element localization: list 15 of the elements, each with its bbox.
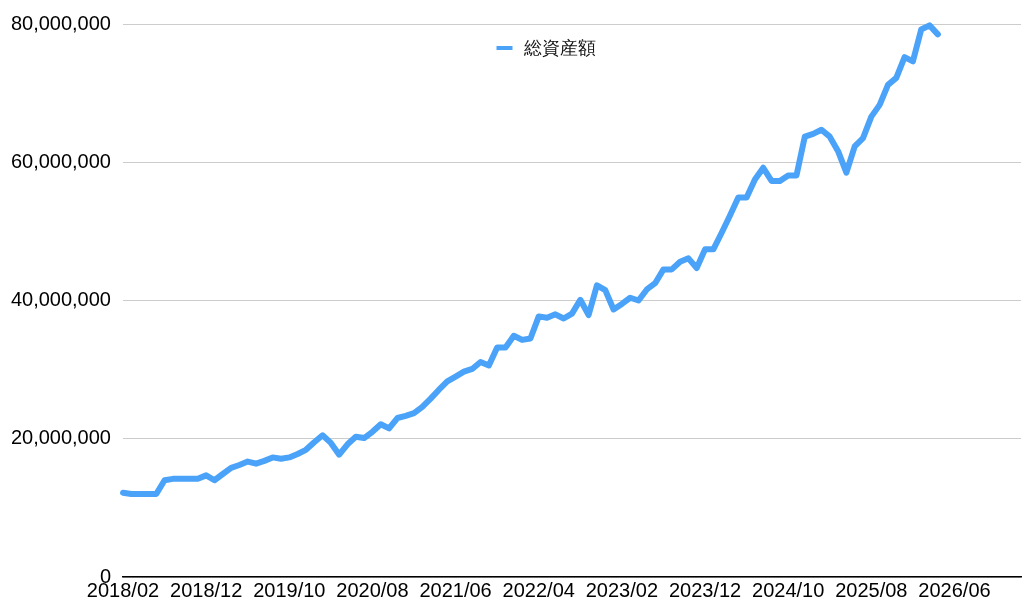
x-tick-label: 2024/10 [752,578,825,601]
x-tick-label: 2023/02 [585,578,659,601]
y-tick-label: 40,000,000 [10,288,111,311]
y-tick-label: 80,000,000 [10,11,111,34]
legend-label: 総資産額 [522,37,596,58]
x-tick-label: 2025/08 [835,578,908,601]
x-tick-label: 2020/08 [336,578,409,601]
y-tick-label: 60,000,000 [10,149,111,172]
y-tick-label: 20,000,000 [10,426,111,449]
x-tick-label: 2022/04 [502,578,575,601]
x-tick-label: 2023/12 [668,578,742,601]
x-tick-label: 2021/06 [419,578,492,601]
x-tick-label: 2019/10 [253,578,326,601]
x-tick-label: 2026/06 [918,578,991,601]
x-tick-label: 2018/12 [170,578,243,601]
